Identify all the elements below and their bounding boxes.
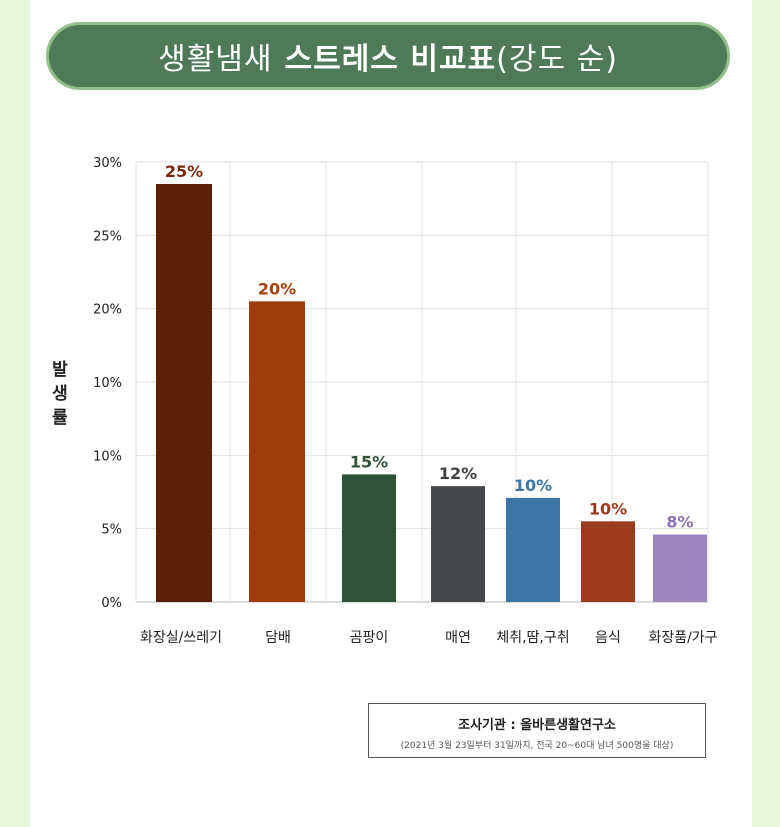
bar [342, 474, 396, 602]
title-part1: 생활냄새 [158, 42, 273, 77]
x-category-label: 화장품/가구 [648, 630, 717, 646]
x-category-label: 체취,땀,구취 [496, 630, 569, 646]
y-tick-label: 10% [93, 376, 122, 391]
x-category-label: 매연 [445, 630, 471, 646]
y-tick-label: 5% [101, 523, 122, 538]
x-category-label: 화장실/쓰레기 [140, 630, 222, 646]
bar-value-label: 10% [589, 499, 627, 518]
bar [431, 486, 485, 602]
y-tick-label: 10% [93, 449, 122, 464]
y-tick-label: 20% [93, 303, 122, 318]
bar-value-label: 25% [165, 162, 203, 181]
y-tick-label: 0% [101, 596, 122, 611]
y-axis-title: 발생률 [52, 360, 68, 428]
y-tick-label: 30% [93, 156, 122, 171]
source-title: 조사기관 : 올바른생활연구소 [458, 718, 616, 733]
title-part3: (강도 순) [496, 42, 618, 77]
source-box: 조사기관 : 올바른생활연구소 (2021년 3월 23일부터 31일까지, 전… [368, 703, 706, 758]
x-category-label: 곰팡이 [350, 630, 389, 646]
content-panel [30, 0, 752, 827]
source-note: (2021년 3월 23일부터 31일까지, 전국 20~60대 남녀 500명… [400, 741, 674, 751]
x-category-label: 음식 [595, 630, 621, 646]
bar [506, 497, 560, 602]
y-tick-label: 25% [93, 229, 122, 244]
bar [156, 184, 212, 602]
title-banner: 생활냄새 스트레스 비교표 (강도 순) [46, 22, 730, 90]
bar [249, 301, 305, 602]
bar-value-label: 20% [258, 279, 296, 298]
bar-value-label: 8% [666, 513, 693, 532]
bar-value-label: 10% [514, 476, 552, 495]
bar-value-label: 12% [439, 464, 477, 483]
x-category-label: 담배 [265, 630, 291, 646]
bar [581, 521, 635, 602]
title-part2: 스트레스 비교표 [284, 42, 497, 77]
bar [653, 534, 707, 602]
bar-value-label: 15% [350, 452, 388, 471]
